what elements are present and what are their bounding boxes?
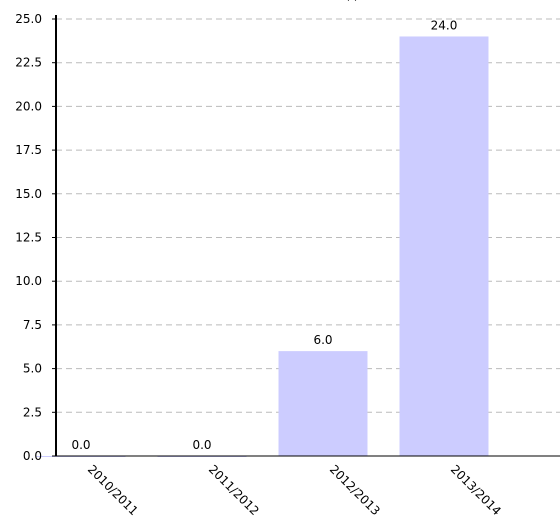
x-category-label-3: 2013/2014 bbox=[448, 462, 504, 518]
bars bbox=[36, 36, 489, 457]
data-label-1: 0.0 bbox=[192, 438, 211, 452]
data-label-2: 6.0 bbox=[313, 333, 332, 347]
axes bbox=[55, 15, 560, 457]
y-tick-label: 25.0 bbox=[15, 12, 42, 26]
x-category-label-1: 2011/2012 bbox=[206, 462, 262, 518]
bar-3 bbox=[399, 36, 489, 456]
bar-2 bbox=[278, 351, 368, 456]
y-tick-label: 10.0 bbox=[15, 274, 42, 288]
chart-title-group: ( ) bbox=[345, 0, 358, 2]
y-tick-label: 15.0 bbox=[15, 187, 42, 201]
y-tick-label: 5.0 bbox=[23, 362, 42, 376]
y-axis-ticks: 0.0 2.5 5.0 7.5 10.0 12.5 15.0 17.5 20.0 22.5 25.0 bbox=[15, 12, 56, 463]
y-tick-label: 7.5 bbox=[23, 318, 42, 332]
y-tick-label: 17.5 bbox=[15, 143, 42, 157]
x-axis-labels: 2010/2011 2011/2012 2012/2013 2013/2014 bbox=[85, 462, 504, 518]
data-label-3: 24.0 bbox=[431, 18, 458, 32]
x-category-label-0: 2010/2011 bbox=[85, 462, 141, 518]
chart-title-fragment: ( ) bbox=[345, 0, 358, 2]
data-labels: 0.0 0.0 6.0 24.0 bbox=[71, 18, 457, 452]
y-tick-label: 22.5 bbox=[15, 56, 42, 70]
x-category-label-2: 2012/2013 bbox=[327, 462, 383, 518]
y-tick-label: 20.0 bbox=[15, 99, 42, 113]
y-tick-label: 12.5 bbox=[15, 231, 42, 245]
y-tick-label: 2.5 bbox=[23, 405, 42, 419]
y-tick-label: 0.0 bbox=[23, 449, 42, 463]
data-label-0: 0.0 bbox=[71, 438, 90, 452]
